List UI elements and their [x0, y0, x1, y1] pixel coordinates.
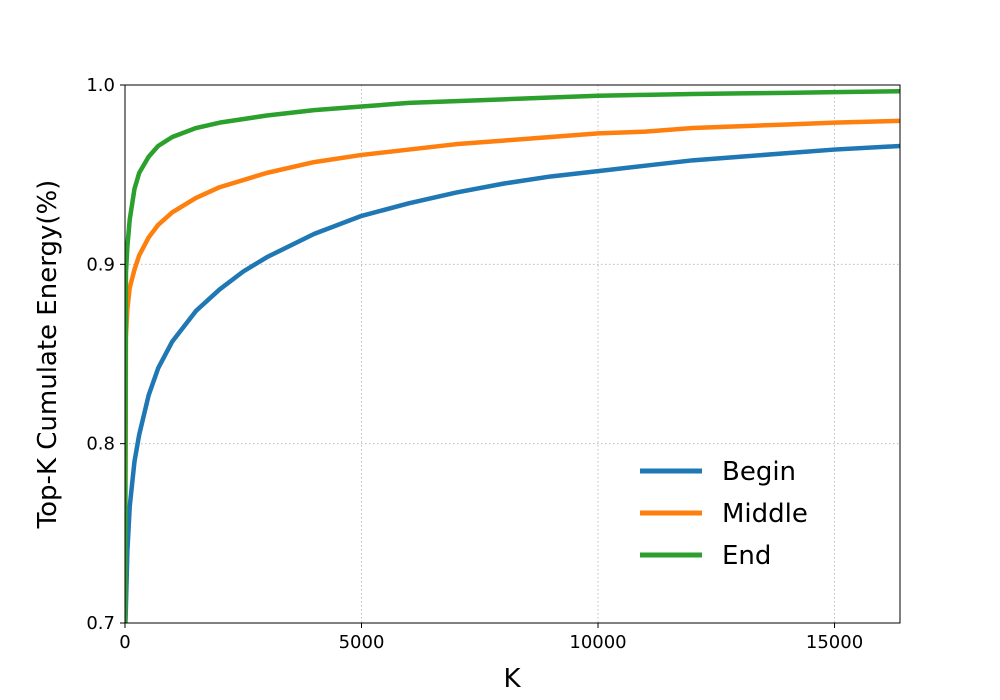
x-tick-label: 0: [119, 632, 130, 653]
x-axis-title: K: [503, 664, 521, 694]
y-tick-label: 0.7: [86, 613, 115, 634]
x-tick-label: 15000: [806, 632, 863, 653]
y-axis: 0.7 0.8 0.9 1.0: [86, 75, 125, 634]
x-axis: 0 5000 10000 15000: [119, 623, 863, 653]
y-tick-label: 0.9: [86, 254, 115, 275]
legend: Begin Middle End: [640, 457, 808, 571]
series-line-begin: [125, 143, 900, 623]
y-tick-label: 1.0: [86, 75, 115, 96]
legend-label-end: End: [722, 541, 771, 571]
y-tick-label: 0.8: [86, 434, 115, 455]
grid: [124, 84, 900, 624]
legend-label-middle: Middle: [722, 499, 808, 529]
y-axis-title: Top-K Cumulate Energy(%): [33, 180, 63, 530]
plot-frame: [124, 84, 901, 624]
x-tick-label: 5000: [339, 632, 385, 653]
series-line-end: [125, 89, 900, 623]
series-lines: [125, 89, 900, 623]
x-tick-label: 10000: [569, 632, 626, 653]
series-line-middle: [125, 118, 900, 623]
legend-label-begin: Begin: [722, 457, 796, 487]
